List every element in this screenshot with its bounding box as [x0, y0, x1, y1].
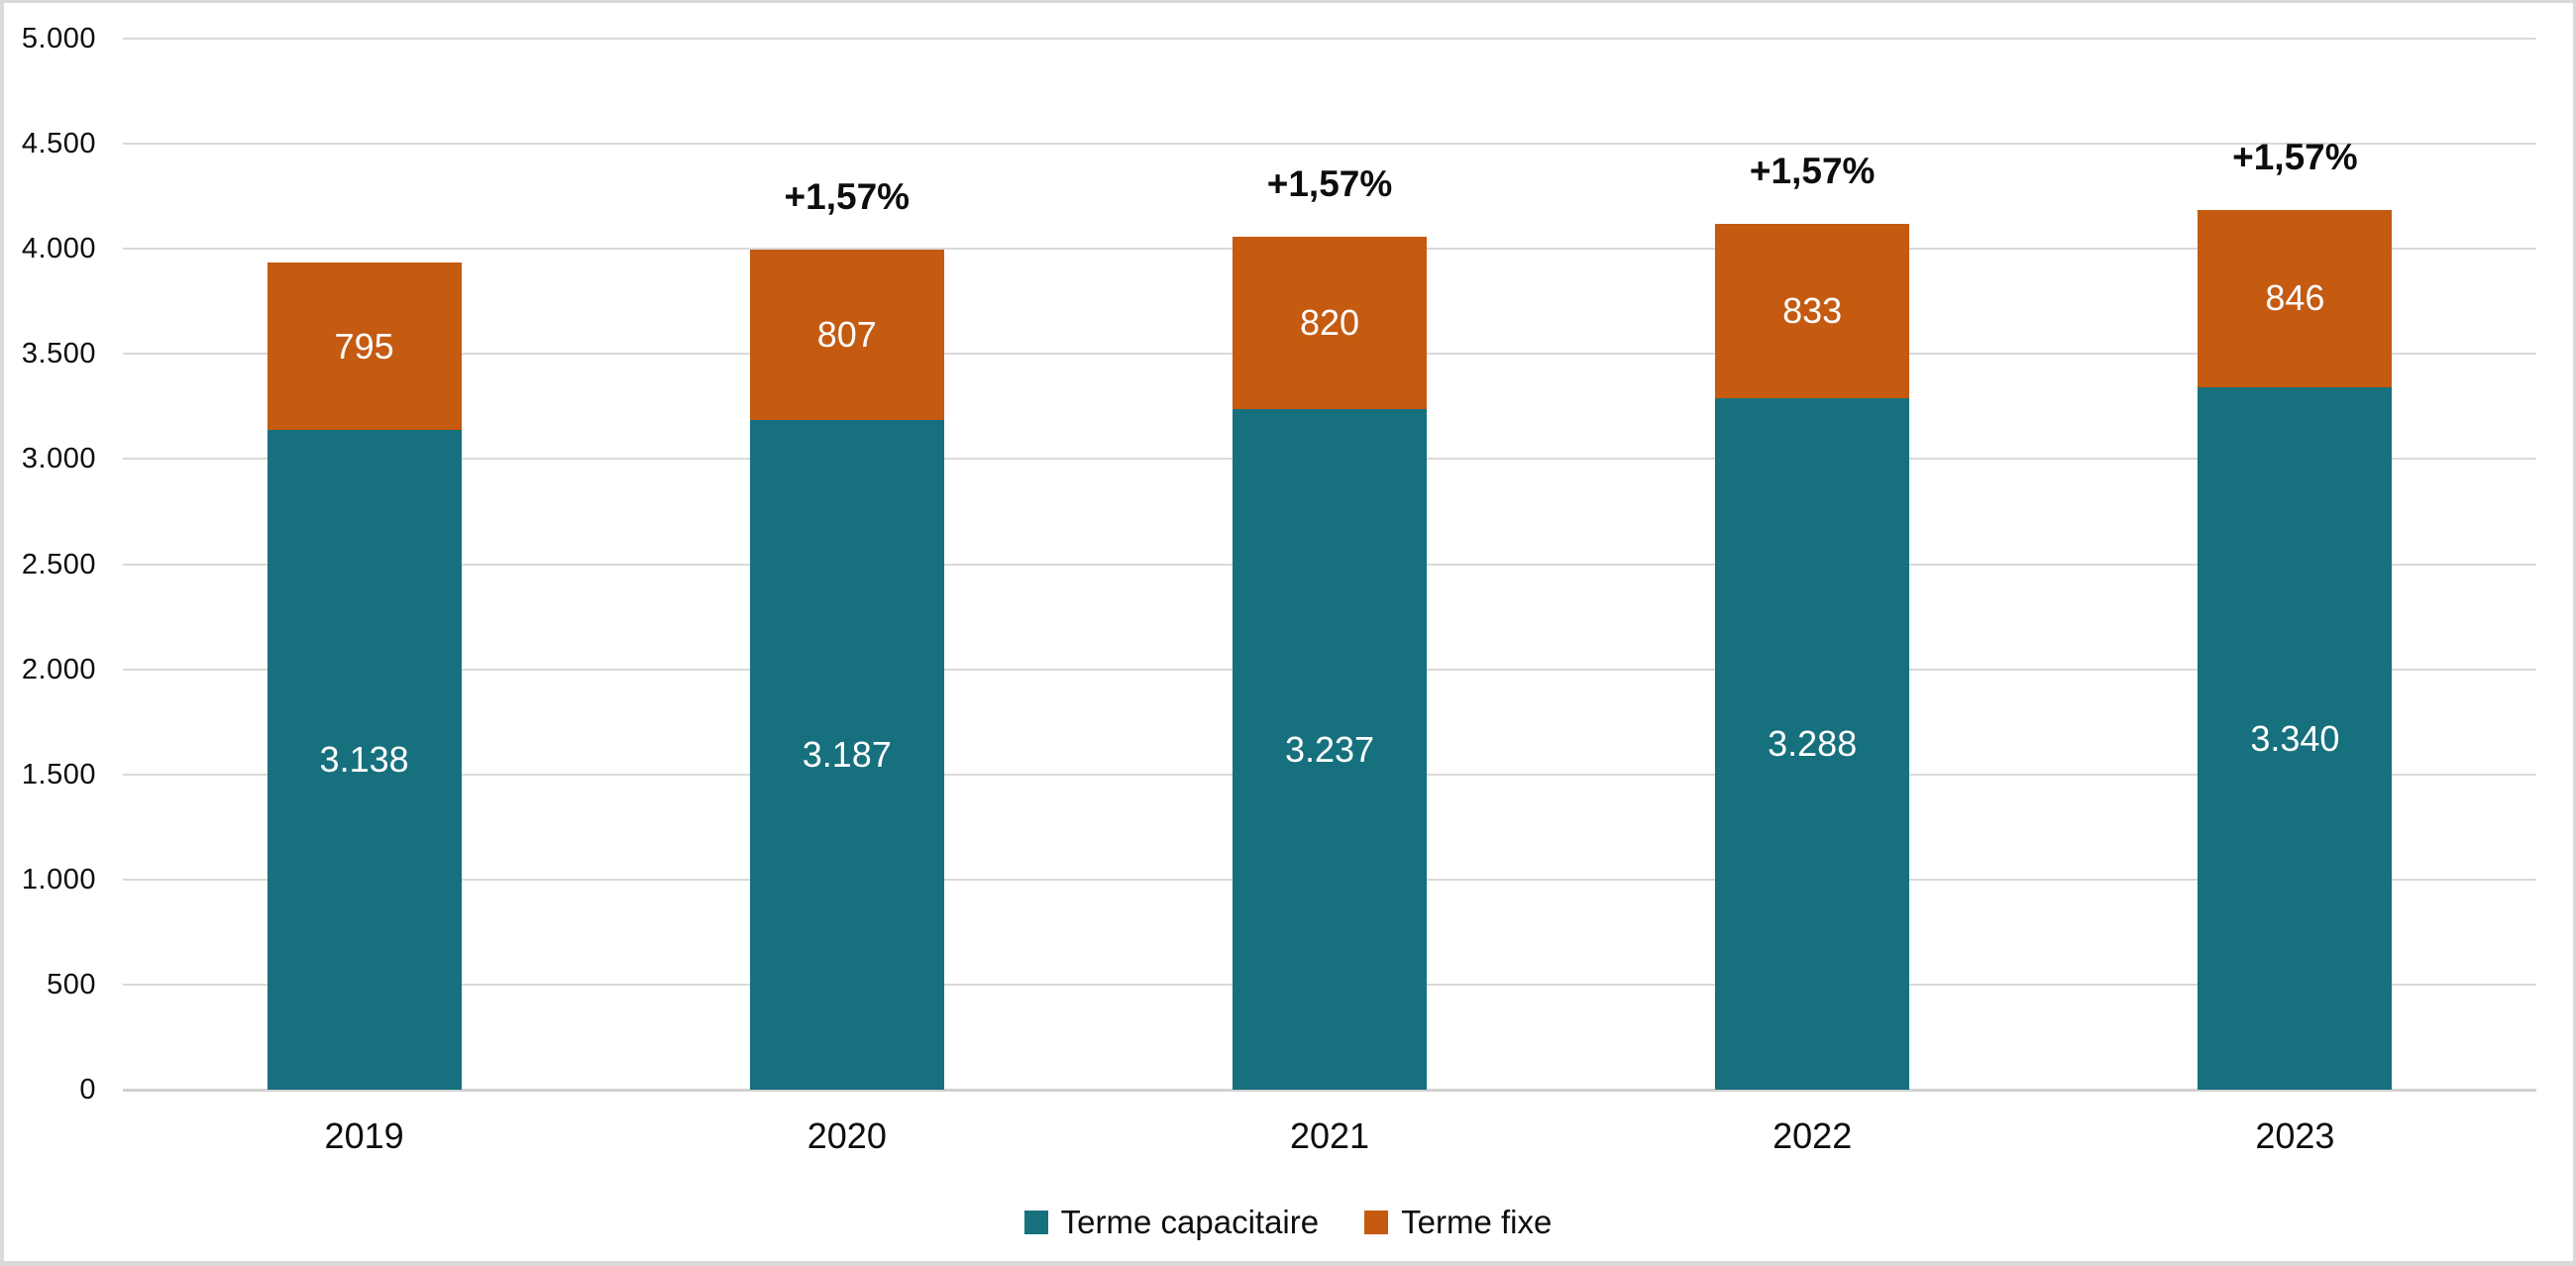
legend-swatch-icon — [1364, 1211, 1389, 1234]
bar-value-label: 3.138 — [319, 739, 409, 781]
growth-annotation: +1,57% — [1266, 163, 1393, 205]
bar-value-label: 3.187 — [802, 733, 892, 775]
bar-value-label: 795 — [334, 325, 394, 367]
bar-segment-terme-fixe-2021 — [1233, 237, 1427, 410]
y-tick-label: 2.000 — [21, 653, 96, 686]
bar-segment-terme-capacitaire-2021 — [1233, 409, 1427, 1090]
y-tick-label: 5.000 — [21, 23, 96, 54]
bar-segment-terme-fixe-2023 — [2198, 209, 2393, 388]
frame-border-right — [2573, 0, 2576, 1266]
bar-value-label: 3.237 — [1284, 728, 1375, 770]
y-tick-label: 2.500 — [21, 548, 96, 580]
bar-value-label: 3.288 — [1768, 723, 1858, 765]
growth-annotation: +1,57% — [2232, 136, 2358, 177]
bar-value-label: 833 — [1782, 289, 1843, 331]
y-tick-label: 500 — [47, 968, 96, 1001]
gridline — [123, 143, 2536, 146]
bar-value-label: 807 — [816, 314, 877, 356]
y-tick-label: 1.500 — [21, 758, 96, 791]
growth-annotation: +1,57% — [1749, 150, 1876, 191]
x-tick-label: 2021 — [1289, 1115, 1370, 1156]
y-tick-label: 4.000 — [21, 233, 96, 265]
legend-label: Terme capacitaire — [1060, 1204, 1320, 1240]
y-tick-label: 3.000 — [21, 443, 96, 475]
x-axis-line — [123, 1089, 2536, 1092]
bar-segment-terme-capacitaire-2020 — [749, 419, 944, 1090]
bar-segment-terme-capacitaire-2023 — [2198, 387, 2393, 1090]
y-tick-label: 4.500 — [21, 128, 96, 160]
frame-border-top — [0, 0, 2576, 3]
x-tick-label: 2022 — [1772, 1115, 1853, 1156]
frame-border-left — [0, 0, 4, 1266]
bar-segment-terme-capacitaire-2022 — [1715, 398, 1910, 1090]
y-tick-label: 1.000 — [21, 863, 96, 896]
legend: Terme capacitaire Terme fixe — [0, 1203, 2576, 1242]
bar-value-label: 846 — [2265, 277, 2325, 319]
y-tick-label: 3.500 — [21, 338, 96, 370]
bar-value-label: 820 — [1299, 302, 1360, 344]
growth-annotation: +1,57% — [784, 176, 911, 218]
legend-swatch-icon — [1023, 1211, 1048, 1234]
x-tick-label: 2020 — [806, 1115, 887, 1156]
x-tick-label: 2023 — [2255, 1115, 2335, 1156]
bar-segment-terme-capacitaire-2019 — [267, 430, 462, 1090]
bar-segment-terme-fixe-2020 — [749, 250, 944, 420]
gridline — [123, 38, 2536, 40]
x-tick-label: 2019 — [324, 1115, 404, 1156]
bar-segment-terme-fixe-2022 — [1715, 223, 1910, 399]
legend-label: Terme fixe — [1401, 1204, 1553, 1240]
frame-border-bottom — [0, 1261, 2576, 1266]
bar-value-label: 3.340 — [2250, 717, 2340, 759]
bar-segment-terme-fixe-2019 — [267, 263, 462, 431]
y-tick-label: 0 — [79, 1074, 96, 1106]
legend-item-terme-capacitaire: Terme capacitaire — [1023, 1203, 1320, 1242]
legend-item-terme-fixe: Terme fixe — [1364, 1203, 1552, 1242]
